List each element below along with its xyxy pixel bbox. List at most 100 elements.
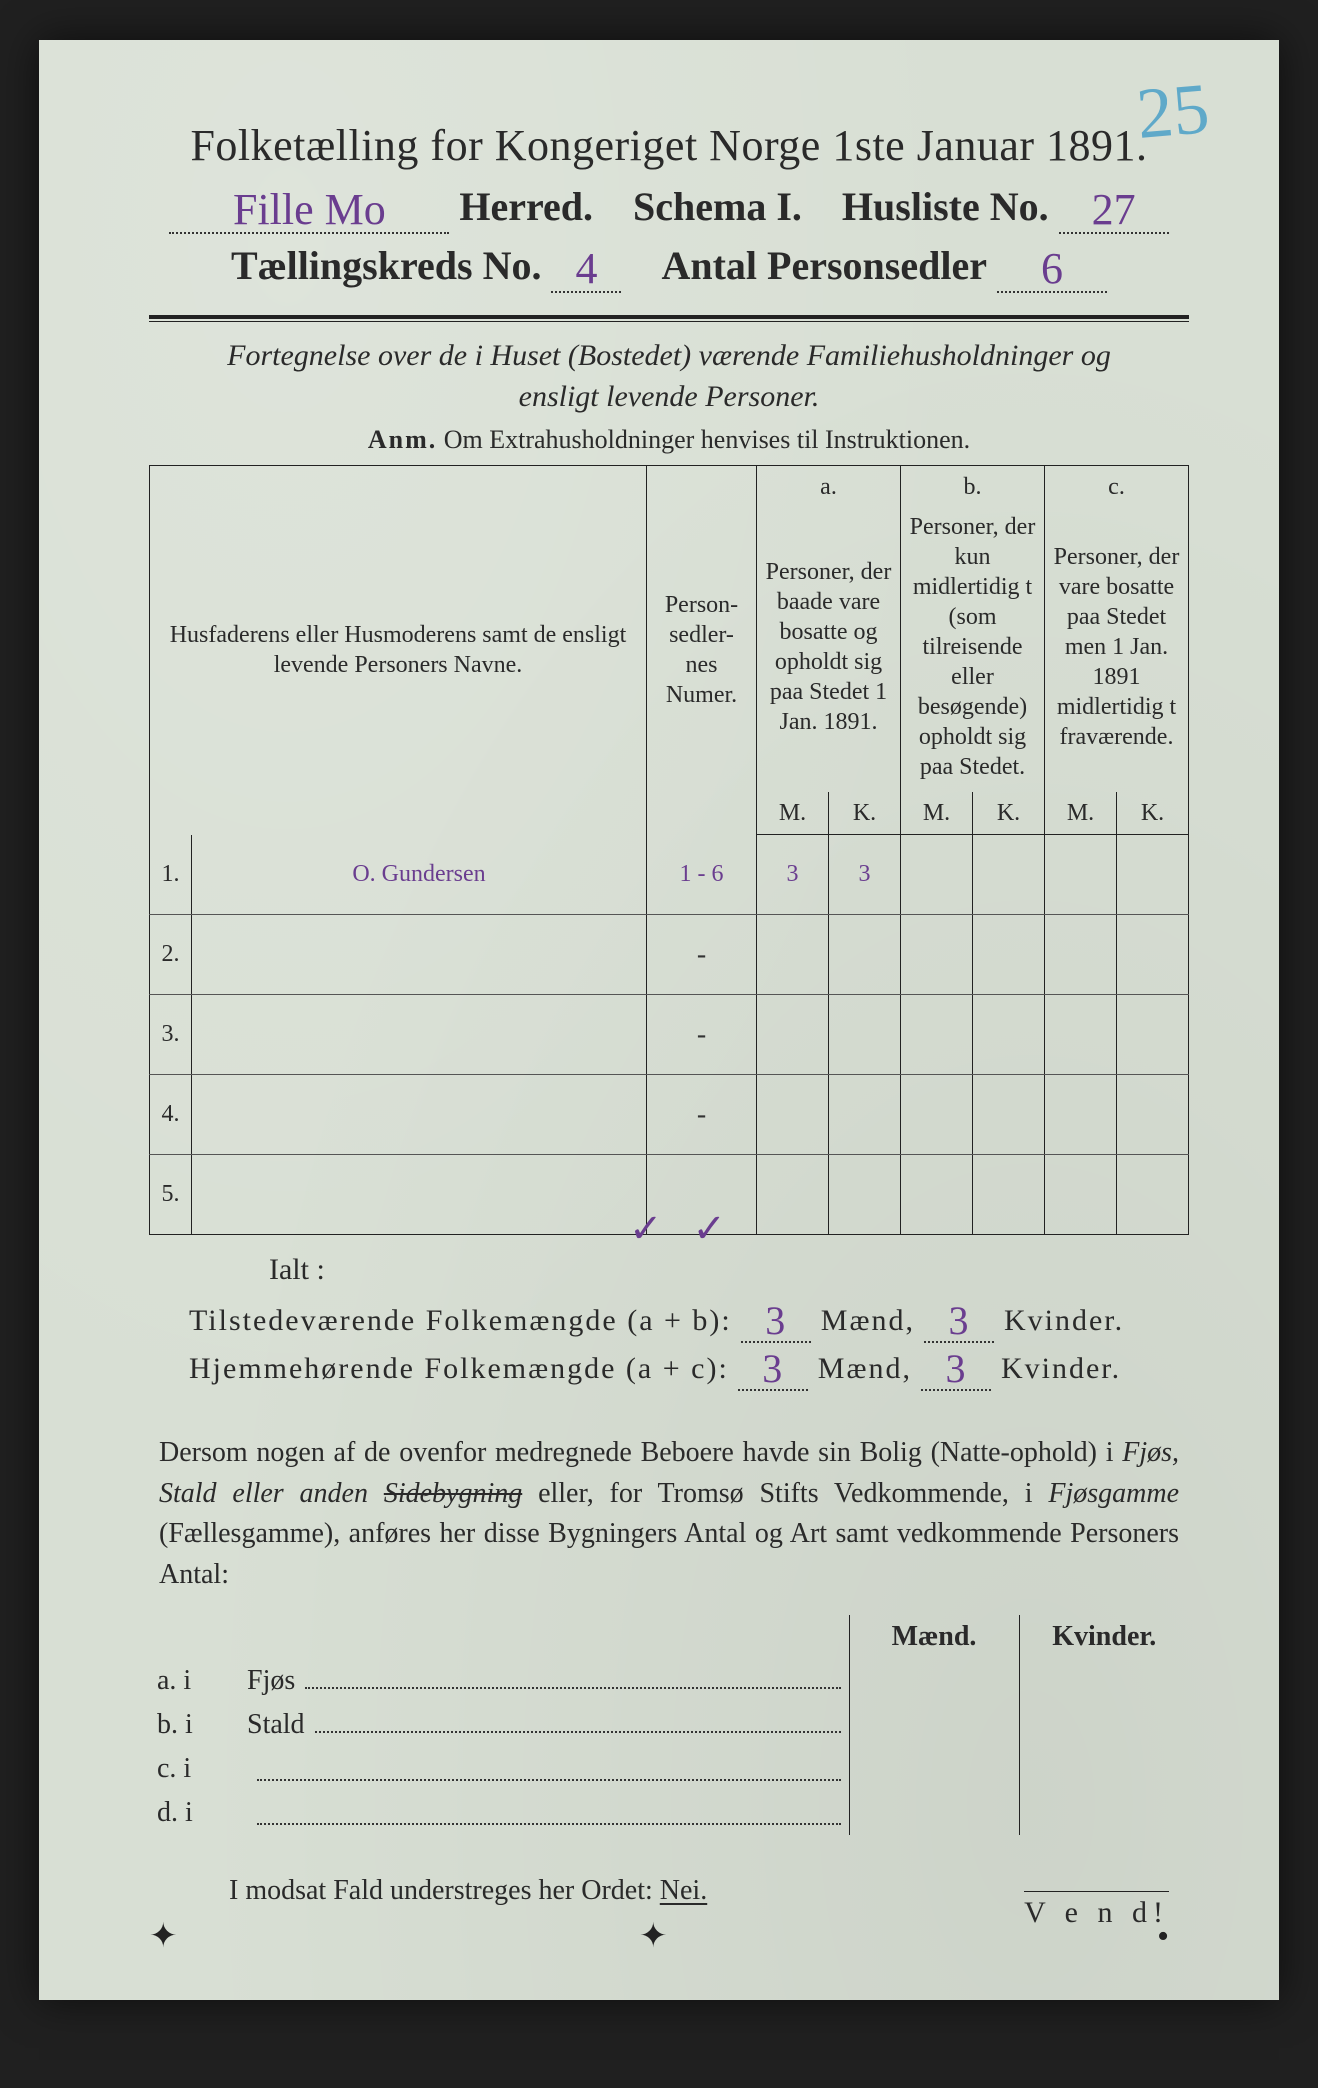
register-mark-icon: ✦ xyxy=(149,1916,178,1956)
row-c-k xyxy=(1117,835,1189,915)
row-a-k xyxy=(829,1155,901,1235)
bldg-row-maend xyxy=(849,1703,1019,1747)
row-number: 4. xyxy=(150,1075,192,1155)
sum-ac-label: Hjemmehørende Folkemængde (a + c): xyxy=(189,1352,729,1385)
building-paragraph: Dersom nogen af de ovenfor medregnede Be… xyxy=(159,1433,1179,1595)
row-a-k xyxy=(829,1075,901,1155)
row-a-m: 3 xyxy=(757,835,829,915)
bldg-row-name: Fjøs xyxy=(239,1659,849,1703)
bldg-row-name xyxy=(239,1791,849,1835)
bldg-row: b. iStald xyxy=(149,1703,1189,1747)
row-a-m xyxy=(757,995,829,1075)
bldg-kvinder-header: Kvinder. xyxy=(1019,1615,1189,1659)
table-row: 3. - xyxy=(150,995,1189,1075)
row-c-k xyxy=(1117,1075,1189,1155)
bldg-row-kvinder xyxy=(1019,1703,1189,1747)
col-c-text: Personer, der vare bosatte paa Stedet me… xyxy=(1045,508,1189,792)
anm-line: Anm. Om Extrahusholdninger henvises til … xyxy=(149,425,1189,455)
row-number: 3. xyxy=(150,995,192,1075)
para-i2: Fjøsgamme xyxy=(1048,1478,1179,1509)
row-b-m xyxy=(901,915,973,995)
row-b-k xyxy=(973,835,1045,915)
col-b-m: M. xyxy=(901,792,973,835)
row-personsedler: - xyxy=(647,995,757,1075)
maend-label: Mænd, xyxy=(821,1304,915,1337)
row-c-m xyxy=(1045,835,1117,915)
kreds-line: Tællingskreds No. 4 Antal Personsedler 6 xyxy=(149,242,1189,289)
row-a-m xyxy=(757,1075,829,1155)
rule-top xyxy=(149,315,1189,322)
row-name: O. Gundersen xyxy=(192,835,647,915)
col-c-m: M. xyxy=(1045,792,1117,835)
row-b-m xyxy=(901,1075,973,1155)
row-b-k xyxy=(973,995,1045,1075)
row-name xyxy=(192,1155,647,1235)
para-strike: Sidebygning xyxy=(384,1478,522,1509)
schema-label: Schema I. xyxy=(633,183,802,230)
row-b-m xyxy=(901,1155,973,1235)
bldg-row-label: a. i xyxy=(149,1659,239,1703)
bldg-row-maend xyxy=(849,1659,1019,1703)
bldg-row-maend xyxy=(849,1791,1019,1835)
col-a-text: Personer, der baade vare bosatte og opho… xyxy=(757,508,901,792)
row-c-k xyxy=(1117,1155,1189,1235)
building-table: Mænd. Kvinder. a. iFjøsb. iStaldc. id. i xyxy=(149,1615,1189,1835)
bldg-row-name xyxy=(239,1747,849,1791)
antal-value: 6 xyxy=(997,247,1107,293)
bldg-maend-header: Mænd. xyxy=(849,1615,1019,1659)
row-c-k xyxy=(1117,995,1189,1075)
bldg-row-label: c. i xyxy=(149,1747,239,1791)
herred-value: Fille Mo xyxy=(169,188,449,234)
col-b-label: b. xyxy=(901,466,1045,509)
col-names-text: Husfaderens eller Husmoderens samt de en… xyxy=(170,622,627,678)
table-row: 1.O. Gundersen1 - 633 xyxy=(150,835,1189,915)
col-personsedler-text: Person- sedler- nes Numer. xyxy=(665,592,738,708)
table-row: 2.- xyxy=(150,915,1189,995)
col-c-k: K. xyxy=(1117,792,1189,835)
anm-text: Om Extrahusholdninger henvises til Instr… xyxy=(444,425,970,454)
nei-word: Nei. xyxy=(660,1875,707,1906)
census-form-page: 25 Folketælling for Kongeriget Norge 1st… xyxy=(39,40,1279,2000)
census-table: Husfaderens eller Husmoderens samt de en… xyxy=(149,465,1189,1235)
row-a-k xyxy=(829,915,901,995)
kreds-label: Tællingskreds No. xyxy=(231,242,541,289)
ialt-label: Ialt : ✓✓ xyxy=(269,1253,1189,1287)
col-a-k: K. xyxy=(829,792,901,835)
bldg-row-label: b. i xyxy=(149,1703,239,1747)
row-a-k: 3 xyxy=(829,835,901,915)
para-t1: Dersom nogen af de ovenfor medregnede Be… xyxy=(159,1437,1122,1468)
page-corner-number: 25 xyxy=(1134,67,1213,156)
row-number: 2. xyxy=(150,915,192,995)
para-t3: (Fællesgamme), anføres her disse Bygning… xyxy=(159,1518,1179,1590)
bldg-row: d. i xyxy=(149,1791,1189,1835)
herred-label: Herred. xyxy=(459,183,593,230)
row-b-k xyxy=(973,1075,1045,1155)
anm-prefix: Anm. xyxy=(368,425,437,454)
row-name xyxy=(192,995,647,1075)
sum-line-ac: Hjemmehørende Folkemængde (a + c): 3 Mæn… xyxy=(189,1345,1189,1387)
row-b-k xyxy=(973,1155,1045,1235)
kvinder-label: Kvinder. xyxy=(1004,1304,1124,1337)
row-number: 5. xyxy=(150,1155,192,1235)
row-number: 1. xyxy=(150,835,192,915)
bldg-row-name: Stald xyxy=(239,1703,849,1747)
sum-ab-kvinder: 3 xyxy=(924,1301,994,1343)
register-mark-icon: • xyxy=(1157,1918,1169,1956)
herred-line: Fille Mo Herred. Schema I. Husliste No. … xyxy=(149,183,1189,230)
bldg-row: c. i xyxy=(149,1747,1189,1791)
sum-ab-maend: 3 xyxy=(741,1301,811,1343)
instruction-text: Fortegnelse over de i Huset (Bostedet) v… xyxy=(189,336,1149,417)
husliste-value: 27 xyxy=(1059,188,1169,234)
table-row: 4. - xyxy=(150,1075,1189,1155)
kvinder-label-2: Kvinder. xyxy=(1001,1352,1121,1385)
row-personsedler: 1 - 6 xyxy=(647,835,757,915)
row-c-m xyxy=(1045,915,1117,995)
row-personsedler: - xyxy=(647,1075,757,1155)
col-a-label: a. xyxy=(757,466,901,509)
sum-ac-maend: 3 xyxy=(738,1349,808,1391)
col-b-k: K. xyxy=(973,792,1045,835)
nei-pre: I modsat Fald understreges her Ordet: xyxy=(229,1875,660,1906)
row-c-m xyxy=(1045,1155,1117,1235)
maend-label-2: Mænd, xyxy=(818,1352,912,1385)
row-a-k xyxy=(829,995,901,1075)
